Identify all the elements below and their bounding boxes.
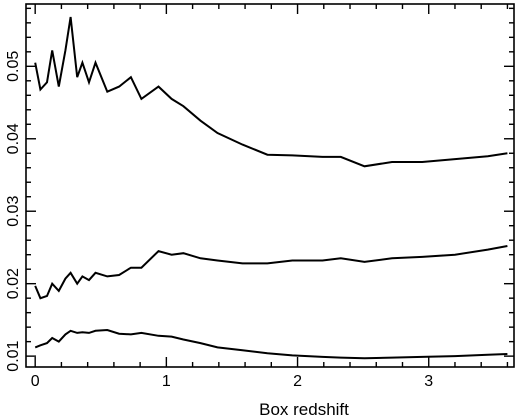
x-axis-title: Box redshift bbox=[259, 400, 349, 418]
series-line-top bbox=[34, 16, 508, 168]
plot-frame bbox=[25, 3, 515, 368]
x-tick-label: 0 bbox=[31, 373, 40, 390]
y-tick-label: 0.01 bbox=[5, 340, 22, 371]
series-lines bbox=[34, 16, 508, 360]
x-tick-label: 1 bbox=[162, 373, 171, 390]
y-tick-label: 0.04 bbox=[5, 123, 22, 154]
y-tick-label: 0.02 bbox=[5, 268, 22, 299]
y-tick-label: 0.05 bbox=[5, 51, 22, 82]
axis-ticks bbox=[26, 4, 514, 367]
y-tick-label: 0.03 bbox=[5, 196, 22, 227]
series-line-bottom bbox=[34, 328, 508, 360]
x-tick-label: 3 bbox=[424, 373, 433, 390]
x-tick-label: 2 bbox=[293, 373, 302, 390]
series-line-middle bbox=[34, 245, 508, 300]
axis-tick-labels: 0 1 2 3 0.01 0.02 0.03 0.04 0.05 bbox=[5, 51, 433, 390]
